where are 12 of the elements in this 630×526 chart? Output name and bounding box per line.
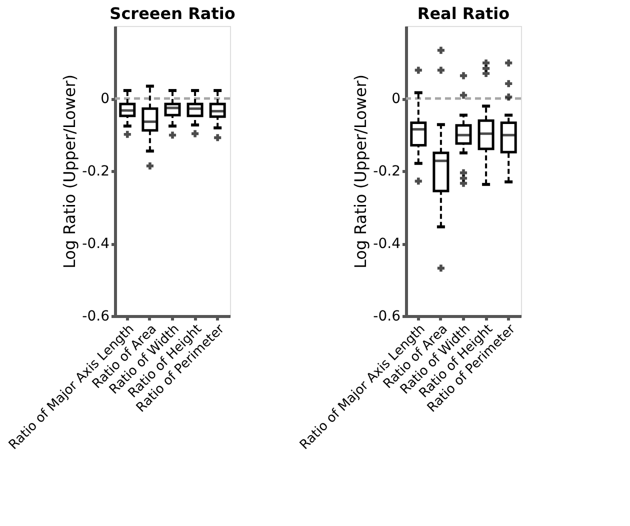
chart-title: Real Ratio: [417, 4, 510, 23]
y-tick-label: 0: [392, 91, 400, 107]
y-tick-label: 0: [100, 91, 110, 107]
y-tick-label: -0.4: [373, 236, 401, 252]
y-tick-label: -0.2: [82, 164, 110, 180]
y-axis-title: Log Ratio (Upper/Lower): [351, 74, 370, 269]
y-tick-label: -0.6: [373, 308, 401, 324]
y-axis-title: Log Ratio (Upper/Lower): [60, 74, 80, 269]
y-tick-label: -0.6: [82, 308, 110, 324]
chart-title: Screeen Ratio: [110, 4, 236, 23]
y-tick-label: -0.4: [82, 236, 110, 252]
y-tick-label: -0.2: [373, 164, 400, 180]
